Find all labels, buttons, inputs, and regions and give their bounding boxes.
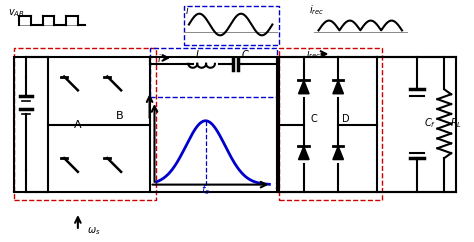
- Text: A: A: [74, 120, 82, 130]
- Polygon shape: [299, 146, 309, 159]
- Polygon shape: [333, 146, 344, 159]
- Text: $f_o$: $f_o$: [201, 184, 210, 197]
- Bar: [150, 48, 277, 97]
- Bar: [279, 48, 383, 200]
- Polygon shape: [333, 81, 344, 94]
- Polygon shape: [299, 81, 309, 94]
- Text: $i$: $i$: [157, 52, 162, 64]
- Text: $f$: $f$: [274, 179, 281, 191]
- Text: C: C: [241, 50, 248, 60]
- Text: B: B: [116, 111, 124, 121]
- Text: L: L: [196, 50, 201, 60]
- Text: C: C: [310, 114, 317, 124]
- Bar: [184, 6, 279, 45]
- Text: D: D: [342, 114, 350, 124]
- Text: $i_{rec}$: $i_{rec}$: [309, 3, 324, 17]
- Text: $\omega_s$: $\omega_s$: [87, 225, 100, 237]
- Text: $i$: $i$: [184, 4, 189, 16]
- Text: $C_f$: $C_f$: [425, 116, 437, 130]
- Text: $v_{AB}$: $v_{AB}$: [8, 7, 25, 19]
- Text: $i_{rec}$: $i_{rec}$: [306, 47, 321, 61]
- Text: $R_L$: $R_L$: [450, 116, 462, 130]
- Bar: [14, 48, 156, 200]
